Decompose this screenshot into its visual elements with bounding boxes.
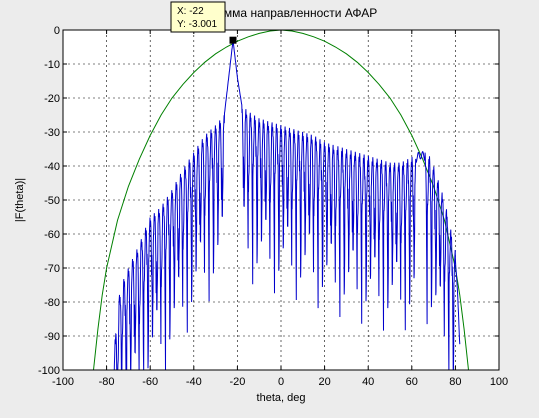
x-tick-label: 100 <box>490 376 508 388</box>
datatip-y-label: Y: -3.001 <box>177 19 217 30</box>
y-axis-label: |F(theta)| <box>14 178 26 222</box>
x-axis-label: theta, deg <box>257 392 306 404</box>
datatip-x-label: X: -22 <box>177 6 204 17</box>
y-tick-label: -80 <box>44 297 60 309</box>
grid <box>63 30 499 370</box>
chart-title: Диаграмма направленности АФАР <box>185 6 378 20</box>
x-tick-label: 80 <box>449 376 461 388</box>
x-tick-label: -60 <box>142 376 158 388</box>
y-tick-label: -20 <box>44 93 60 105</box>
x-tick-label: -20 <box>229 376 245 388</box>
x-tick-label: -80 <box>99 376 115 388</box>
x-tick-label: 20 <box>318 376 330 388</box>
y-tick-label: -40 <box>44 161 60 173</box>
x-tick-label: 0 <box>278 376 284 388</box>
x-tick-label: 40 <box>362 376 374 388</box>
y-tick-label: -10 <box>44 59 60 71</box>
plot-series <box>93 30 469 370</box>
x-tick-label: -100 <box>52 376 74 388</box>
array-pattern-line <box>113 40 461 370</box>
x-tick-label: -40 <box>186 376 202 388</box>
datatip-marker[interactable] <box>229 36 237 44</box>
y-tick-label: -90 <box>44 331 60 343</box>
axis-ticks: -100 -80 -60 -40 -20 0 20 40 60 80 100 0 -10 -20 -30 -4… <box>38 25 508 388</box>
element-pattern-line <box>93 30 469 370</box>
y-tick-label: -60 <box>44 229 60 241</box>
y-tick-label: -30 <box>44 127 60 139</box>
datatip[interactable]: X: -22 Y: -3.001 <box>170 1 237 44</box>
x-tick-label: 60 <box>406 376 418 388</box>
y-tick-label: 0 <box>54 25 60 37</box>
y-tick-label: -70 <box>44 263 60 275</box>
y-tick-label: -100 <box>38 365 60 377</box>
datatip-box <box>170 1 226 33</box>
y-tick-label: -50 <box>44 195 60 207</box>
